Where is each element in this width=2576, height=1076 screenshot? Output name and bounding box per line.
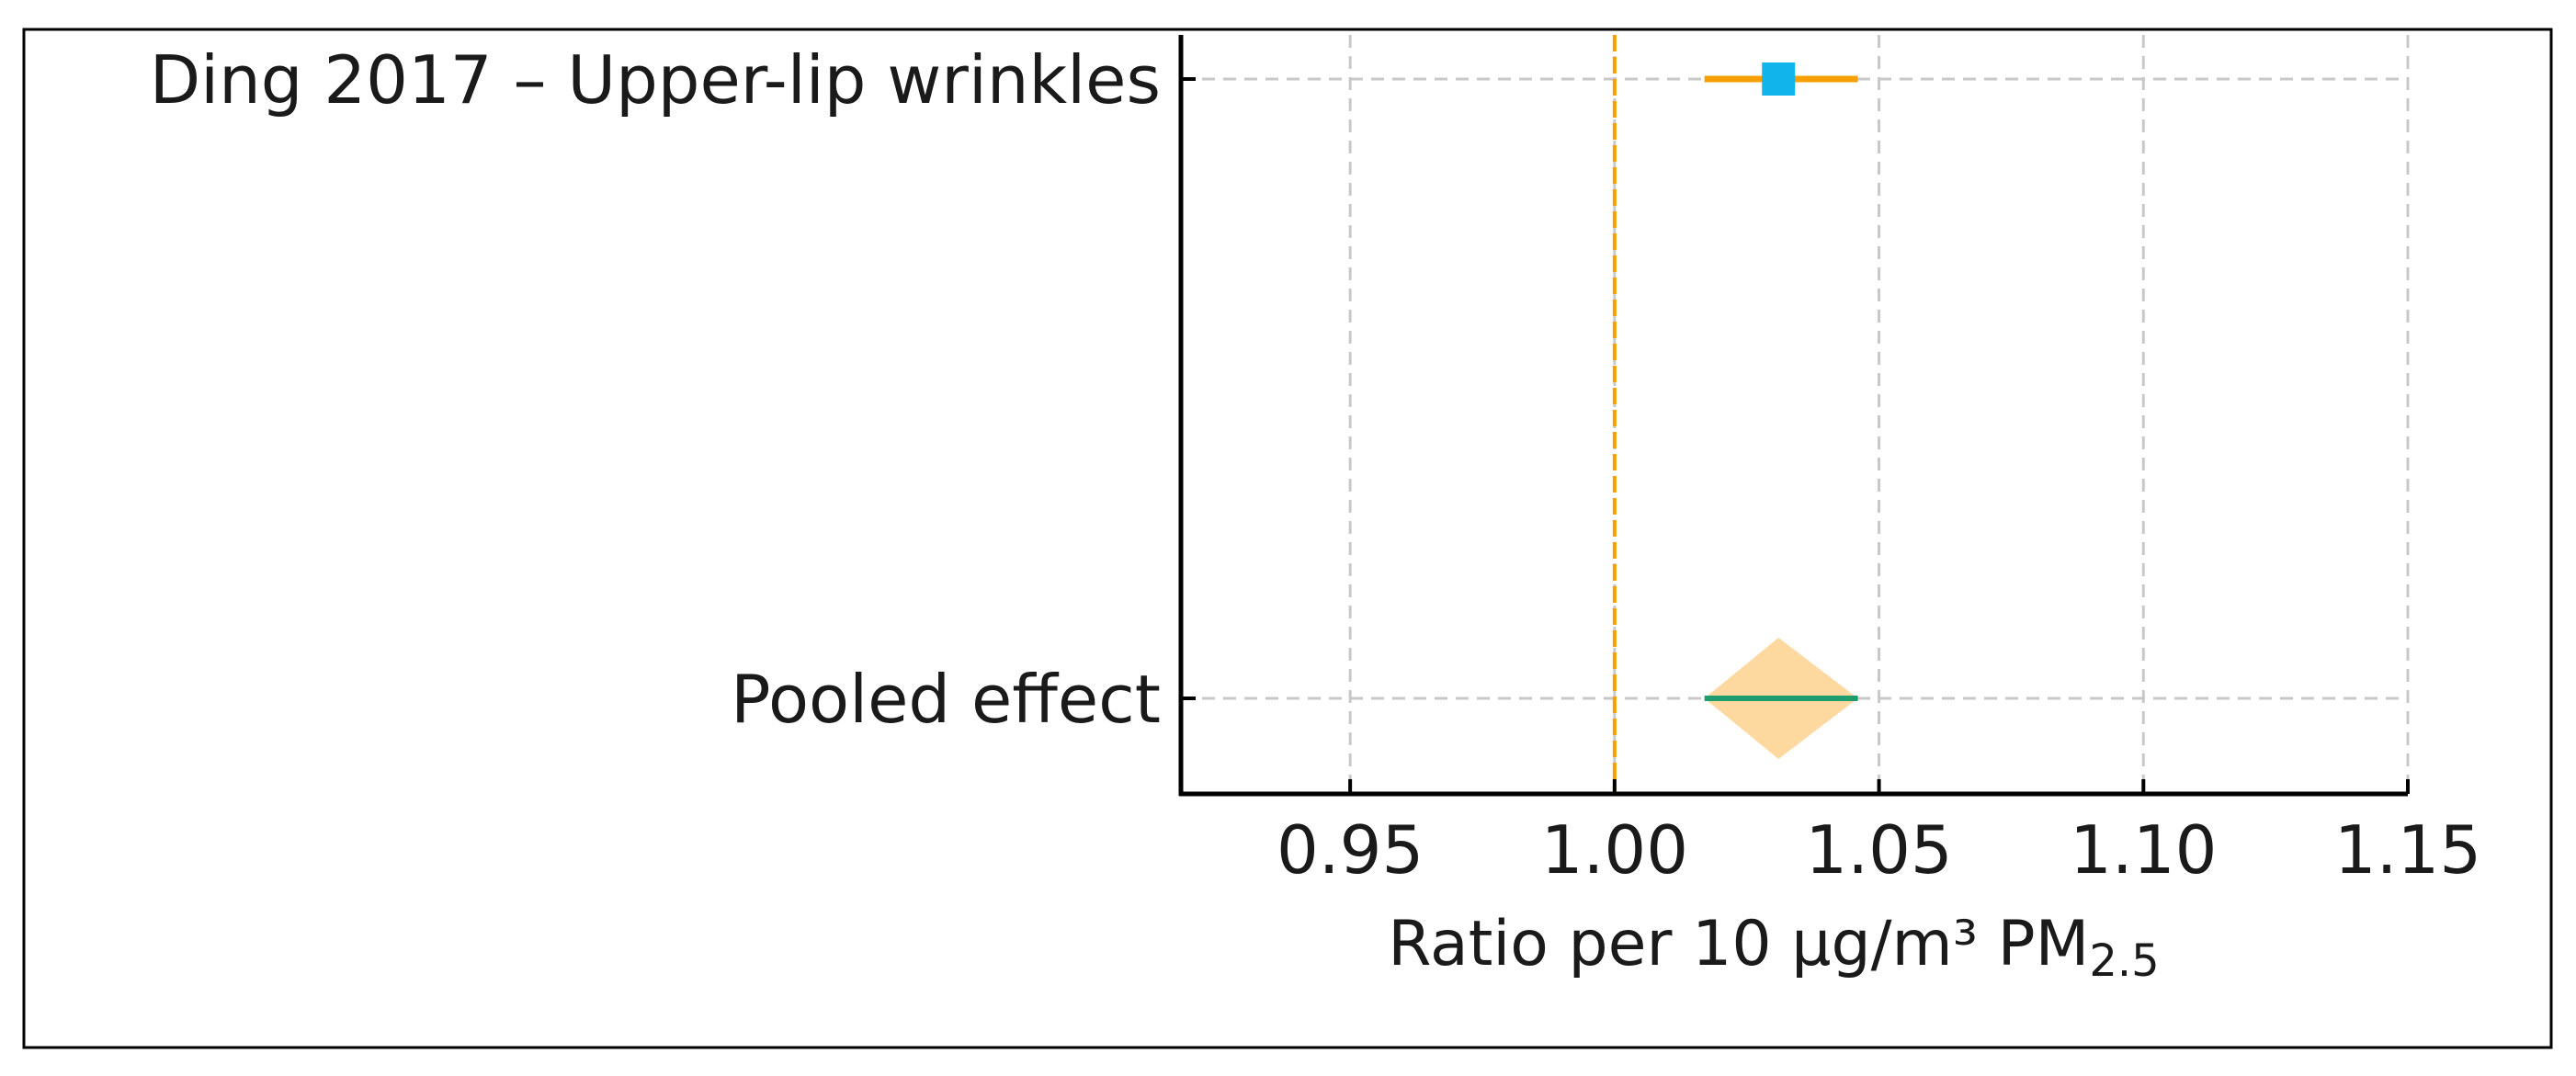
y-tick-label: Ding 2017 – Upper-lip wrinkles xyxy=(150,41,1161,119)
x-tick-label: 1.15 xyxy=(2334,811,2481,889)
y-tick-label: Pooled effect xyxy=(731,661,1161,738)
x-tick-label: 1.05 xyxy=(1805,811,1952,889)
x-ticks: 0.95 1.00 1.05 1.10 1.15 xyxy=(1277,779,2481,889)
axes xyxy=(1178,35,2408,797)
marks-layer xyxy=(1704,62,1858,759)
figure-border xyxy=(22,28,2553,1049)
x-tick-label: 0.95 xyxy=(1277,811,1424,889)
y-ticks: Ding 2017 – Upper-lip wrinkles Pooled eff… xyxy=(150,41,1196,738)
x-tick-label: 1.00 xyxy=(1541,811,1688,889)
study-estimate-marker xyxy=(1762,62,1796,96)
x-tick-label: 1.10 xyxy=(2070,811,2217,889)
x-axis-label-subscript: 2.5 xyxy=(2089,935,2159,987)
x-axis-label: Ratio per 10 μg/m³ PM2.5 xyxy=(1388,908,2159,987)
x-axis-label-main: Ratio per 10 μg/m³ PM xyxy=(1388,908,2089,980)
